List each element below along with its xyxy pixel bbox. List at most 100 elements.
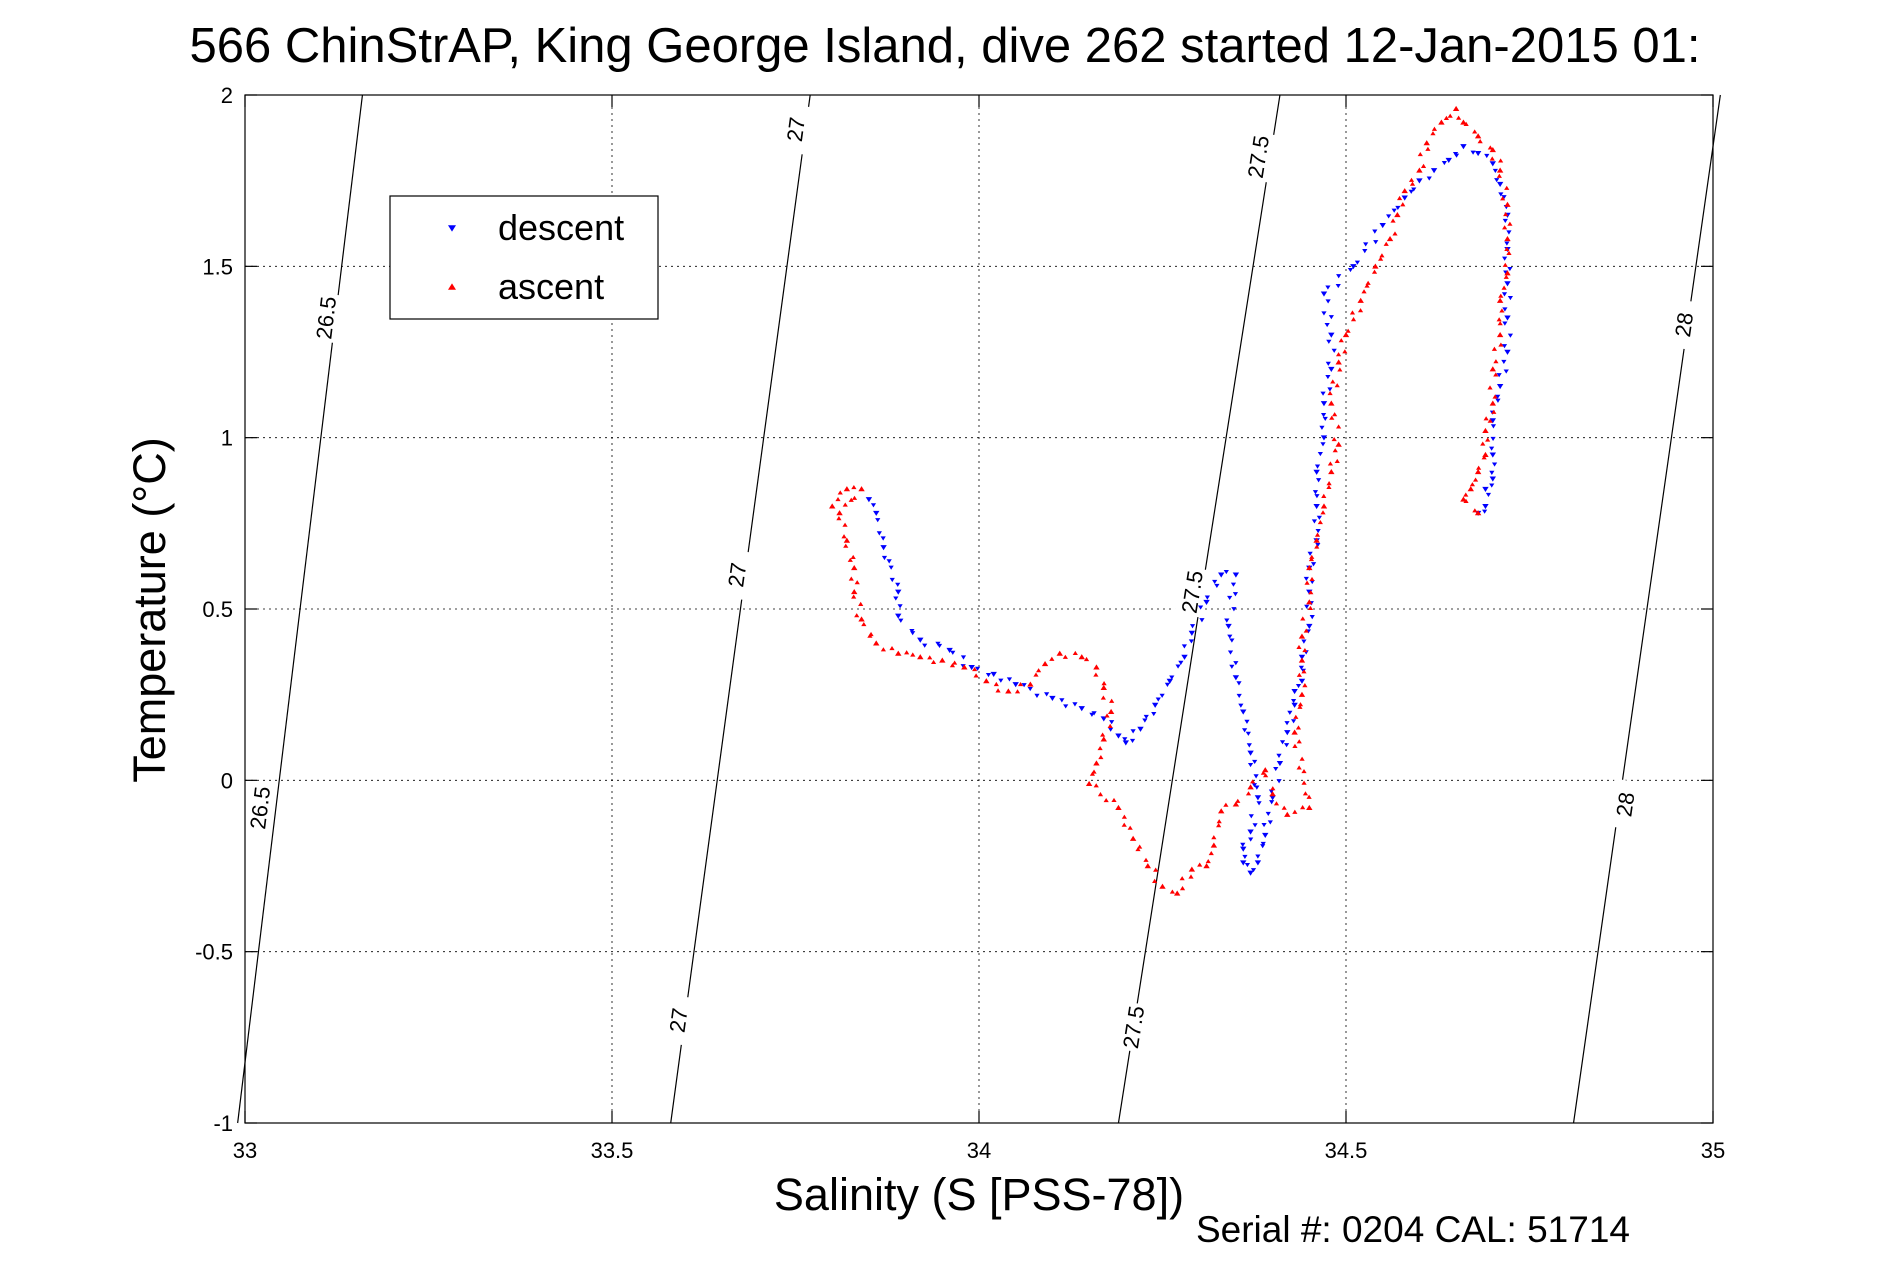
ascent-point bbox=[880, 647, 886, 652]
descent-point bbox=[1265, 811, 1271, 817]
ascent-point bbox=[1135, 846, 1141, 852]
descent-point bbox=[873, 510, 880, 516]
descent-point bbox=[1312, 490, 1319, 495]
descent-point bbox=[1502, 307, 1508, 312]
descent-point bbox=[1214, 583, 1220, 588]
descent-point bbox=[946, 647, 953, 653]
ascent-point bbox=[1329, 415, 1335, 420]
ascent-point bbox=[1463, 498, 1469, 503]
ascent-point bbox=[1392, 231, 1398, 236]
ascent-point bbox=[1337, 367, 1343, 372]
ascent-point bbox=[917, 654, 924, 660]
descent-point bbox=[1495, 398, 1501, 403]
descent-point bbox=[1362, 249, 1368, 254]
ascent-point bbox=[1223, 802, 1229, 807]
contour-label: 28 bbox=[1670, 311, 1698, 339]
ascent-point bbox=[1320, 510, 1326, 515]
ascent-point bbox=[1314, 544, 1320, 549]
descent-point bbox=[910, 631, 916, 636]
contour-label-bg bbox=[660, 994, 696, 1046]
ascent-point bbox=[972, 667, 978, 672]
ascent-point bbox=[1188, 874, 1194, 879]
ascent-point bbox=[1496, 167, 1504, 173]
descent-point bbox=[1331, 348, 1337, 353]
descent-point bbox=[876, 531, 882, 536]
isopycnal-line bbox=[237, 94, 364, 1124]
ascent-point bbox=[1496, 297, 1504, 303]
ascent-point bbox=[1308, 590, 1314, 595]
ascent-point bbox=[851, 588, 858, 595]
isopycnal-27-5: 27.527.527.5 bbox=[1115, 94, 1281, 1124]
descent-point bbox=[1151, 702, 1159, 708]
descent-point bbox=[1498, 192, 1504, 197]
descent-point bbox=[1298, 654, 1306, 660]
descent-point bbox=[1236, 693, 1242, 699]
descent-point bbox=[1489, 452, 1496, 458]
ascent-point bbox=[1284, 811, 1291, 817]
ascent-point bbox=[1379, 253, 1385, 258]
contour-label: 26.5 bbox=[311, 295, 341, 341]
ascent-point bbox=[1056, 650, 1063, 656]
contour-label: 26.5 bbox=[245, 785, 275, 831]
ascent-point bbox=[1474, 469, 1482, 475]
ascent-point bbox=[961, 664, 968, 670]
ascent-point bbox=[1498, 342, 1504, 347]
descent-point bbox=[886, 559, 892, 564]
descent-point bbox=[1309, 615, 1315, 620]
descent-point bbox=[1231, 607, 1237, 612]
ascent-point bbox=[1083, 656, 1090, 662]
ascent-point bbox=[1390, 218, 1396, 223]
descent-point bbox=[1143, 714, 1149, 720]
ascent-point bbox=[1493, 372, 1499, 377]
descent-point bbox=[935, 641, 941, 646]
descent-point bbox=[1484, 153, 1490, 159]
ascent-point bbox=[842, 522, 848, 527]
descent-point bbox=[1491, 462, 1498, 467]
descent-point bbox=[1252, 823, 1258, 828]
ascent-point bbox=[1085, 780, 1093, 786]
ascent-point bbox=[1345, 328, 1351, 333]
descent-point bbox=[1284, 743, 1290, 748]
data-points bbox=[829, 105, 1514, 896]
ascent-point bbox=[1103, 798, 1109, 803]
contour-label-bg bbox=[1174, 565, 1210, 618]
ascent-point bbox=[1197, 862, 1203, 867]
ascent-point bbox=[1302, 647, 1308, 653]
descent-point bbox=[1100, 716, 1107, 722]
ascent-point bbox=[873, 640, 880, 646]
ascent-point bbox=[1098, 754, 1104, 760]
y-tick-label: 1 bbox=[221, 426, 233, 451]
descent-point bbox=[922, 643, 928, 648]
contour-label: 27 bbox=[665, 1006, 693, 1034]
ascent-point bbox=[1101, 681, 1107, 686]
ascent-point bbox=[858, 601, 864, 606]
ascent-point bbox=[1093, 664, 1100, 670]
descent-point bbox=[1175, 664, 1181, 669]
descent-point bbox=[1320, 291, 1328, 297]
descent-point bbox=[1181, 644, 1187, 649]
ascent-point bbox=[835, 497, 841, 502]
descent-point bbox=[1189, 624, 1196, 629]
ascent-point bbox=[1342, 349, 1348, 354]
descent-point bbox=[1314, 494, 1320, 499]
ascent-point bbox=[1371, 269, 1378, 274]
ascent-point bbox=[850, 554, 856, 559]
descent-point bbox=[895, 582, 901, 587]
ascent-point bbox=[1463, 121, 1469, 126]
descent-point bbox=[1255, 854, 1261, 859]
ascent-point bbox=[1361, 289, 1367, 294]
ascent-point bbox=[1302, 683, 1308, 688]
descent-point bbox=[1027, 686, 1033, 692]
ascent-point bbox=[1173, 890, 1181, 896]
ascent-point bbox=[1357, 308, 1364, 313]
descent-point bbox=[1313, 469, 1320, 475]
ascent-point bbox=[1292, 809, 1298, 814]
ascent-point bbox=[1335, 359, 1342, 365]
descent-point bbox=[1223, 569, 1229, 575]
descent-point bbox=[1130, 729, 1136, 734]
ascent-point bbox=[1179, 886, 1186, 891]
descent-point bbox=[1279, 740, 1286, 745]
ascent-point bbox=[1330, 379, 1336, 384]
descent-point bbox=[1298, 678, 1306, 684]
descent-point bbox=[1115, 733, 1122, 739]
